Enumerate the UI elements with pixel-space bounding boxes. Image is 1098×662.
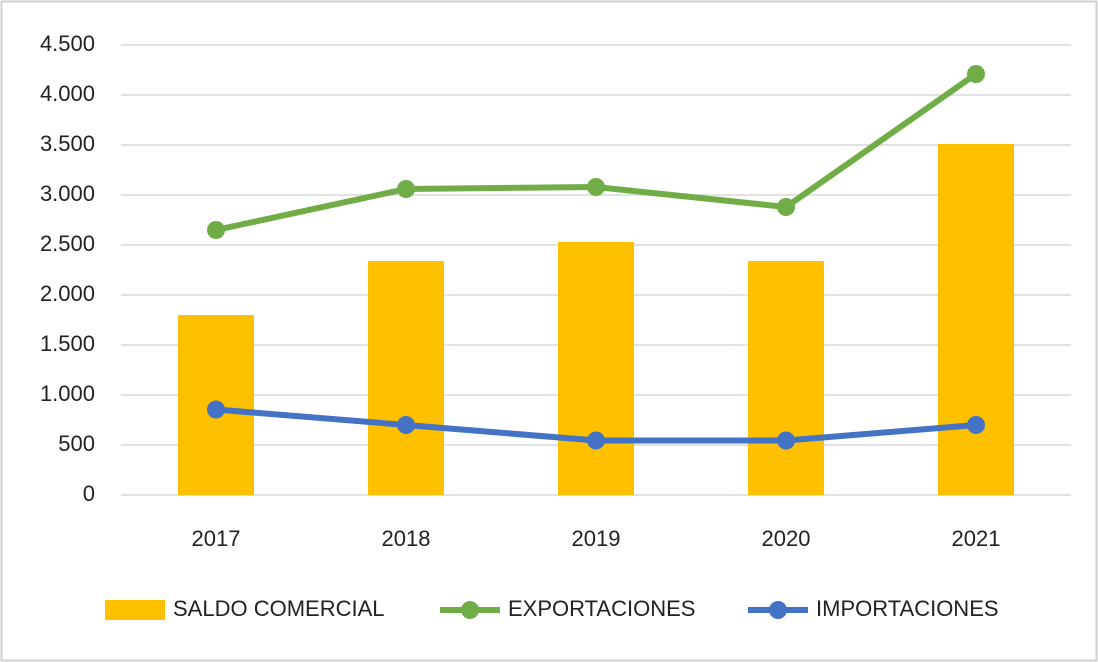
y-tick-label: 4.500 — [40, 31, 95, 56]
legend-swatch — [105, 600, 165, 620]
marker — [967, 65, 985, 83]
x-tick-label: 2018 — [382, 526, 431, 551]
y-tick-label: 0 — [83, 481, 95, 506]
marker — [207, 400, 225, 419]
marker — [587, 431, 605, 450]
bar — [368, 261, 444, 495]
marker — [397, 416, 415, 434]
y-tick-label: 3.500 — [40, 131, 95, 156]
y-tick-label: 3.000 — [40, 181, 95, 206]
marker — [777, 431, 795, 450]
x-tick-label: 2019 — [572, 526, 621, 551]
bar — [558, 242, 634, 495]
x-tick-label: 2020 — [762, 526, 811, 551]
y-tick-label: 1.500 — [40, 331, 95, 356]
x-tick-label: 2017 — [192, 526, 241, 551]
x-tick-label: 2021 — [952, 526, 1001, 551]
legend-marker — [769, 601, 787, 619]
y-tick-label: 2.500 — [40, 231, 95, 256]
y-tick-label: 4.000 — [40, 81, 95, 106]
legend-label: IMPORTACIONES — [816, 596, 999, 621]
marker — [397, 180, 415, 198]
legend-marker — [461, 601, 479, 619]
y-tick-label: 1.000 — [40, 381, 95, 406]
marker — [207, 221, 225, 239]
y-tick-label: 2.000 — [40, 281, 95, 306]
marker — [777, 198, 795, 216]
legend-label: SALDO COMERCIAL — [173, 596, 385, 621]
marker — [587, 178, 605, 196]
bar — [938, 144, 1014, 495]
y-tick-label: 500 — [58, 431, 95, 456]
legend-label: EXPORTACIONES — [508, 596, 695, 621]
bar — [748, 261, 824, 495]
marker — [967, 416, 985, 434]
